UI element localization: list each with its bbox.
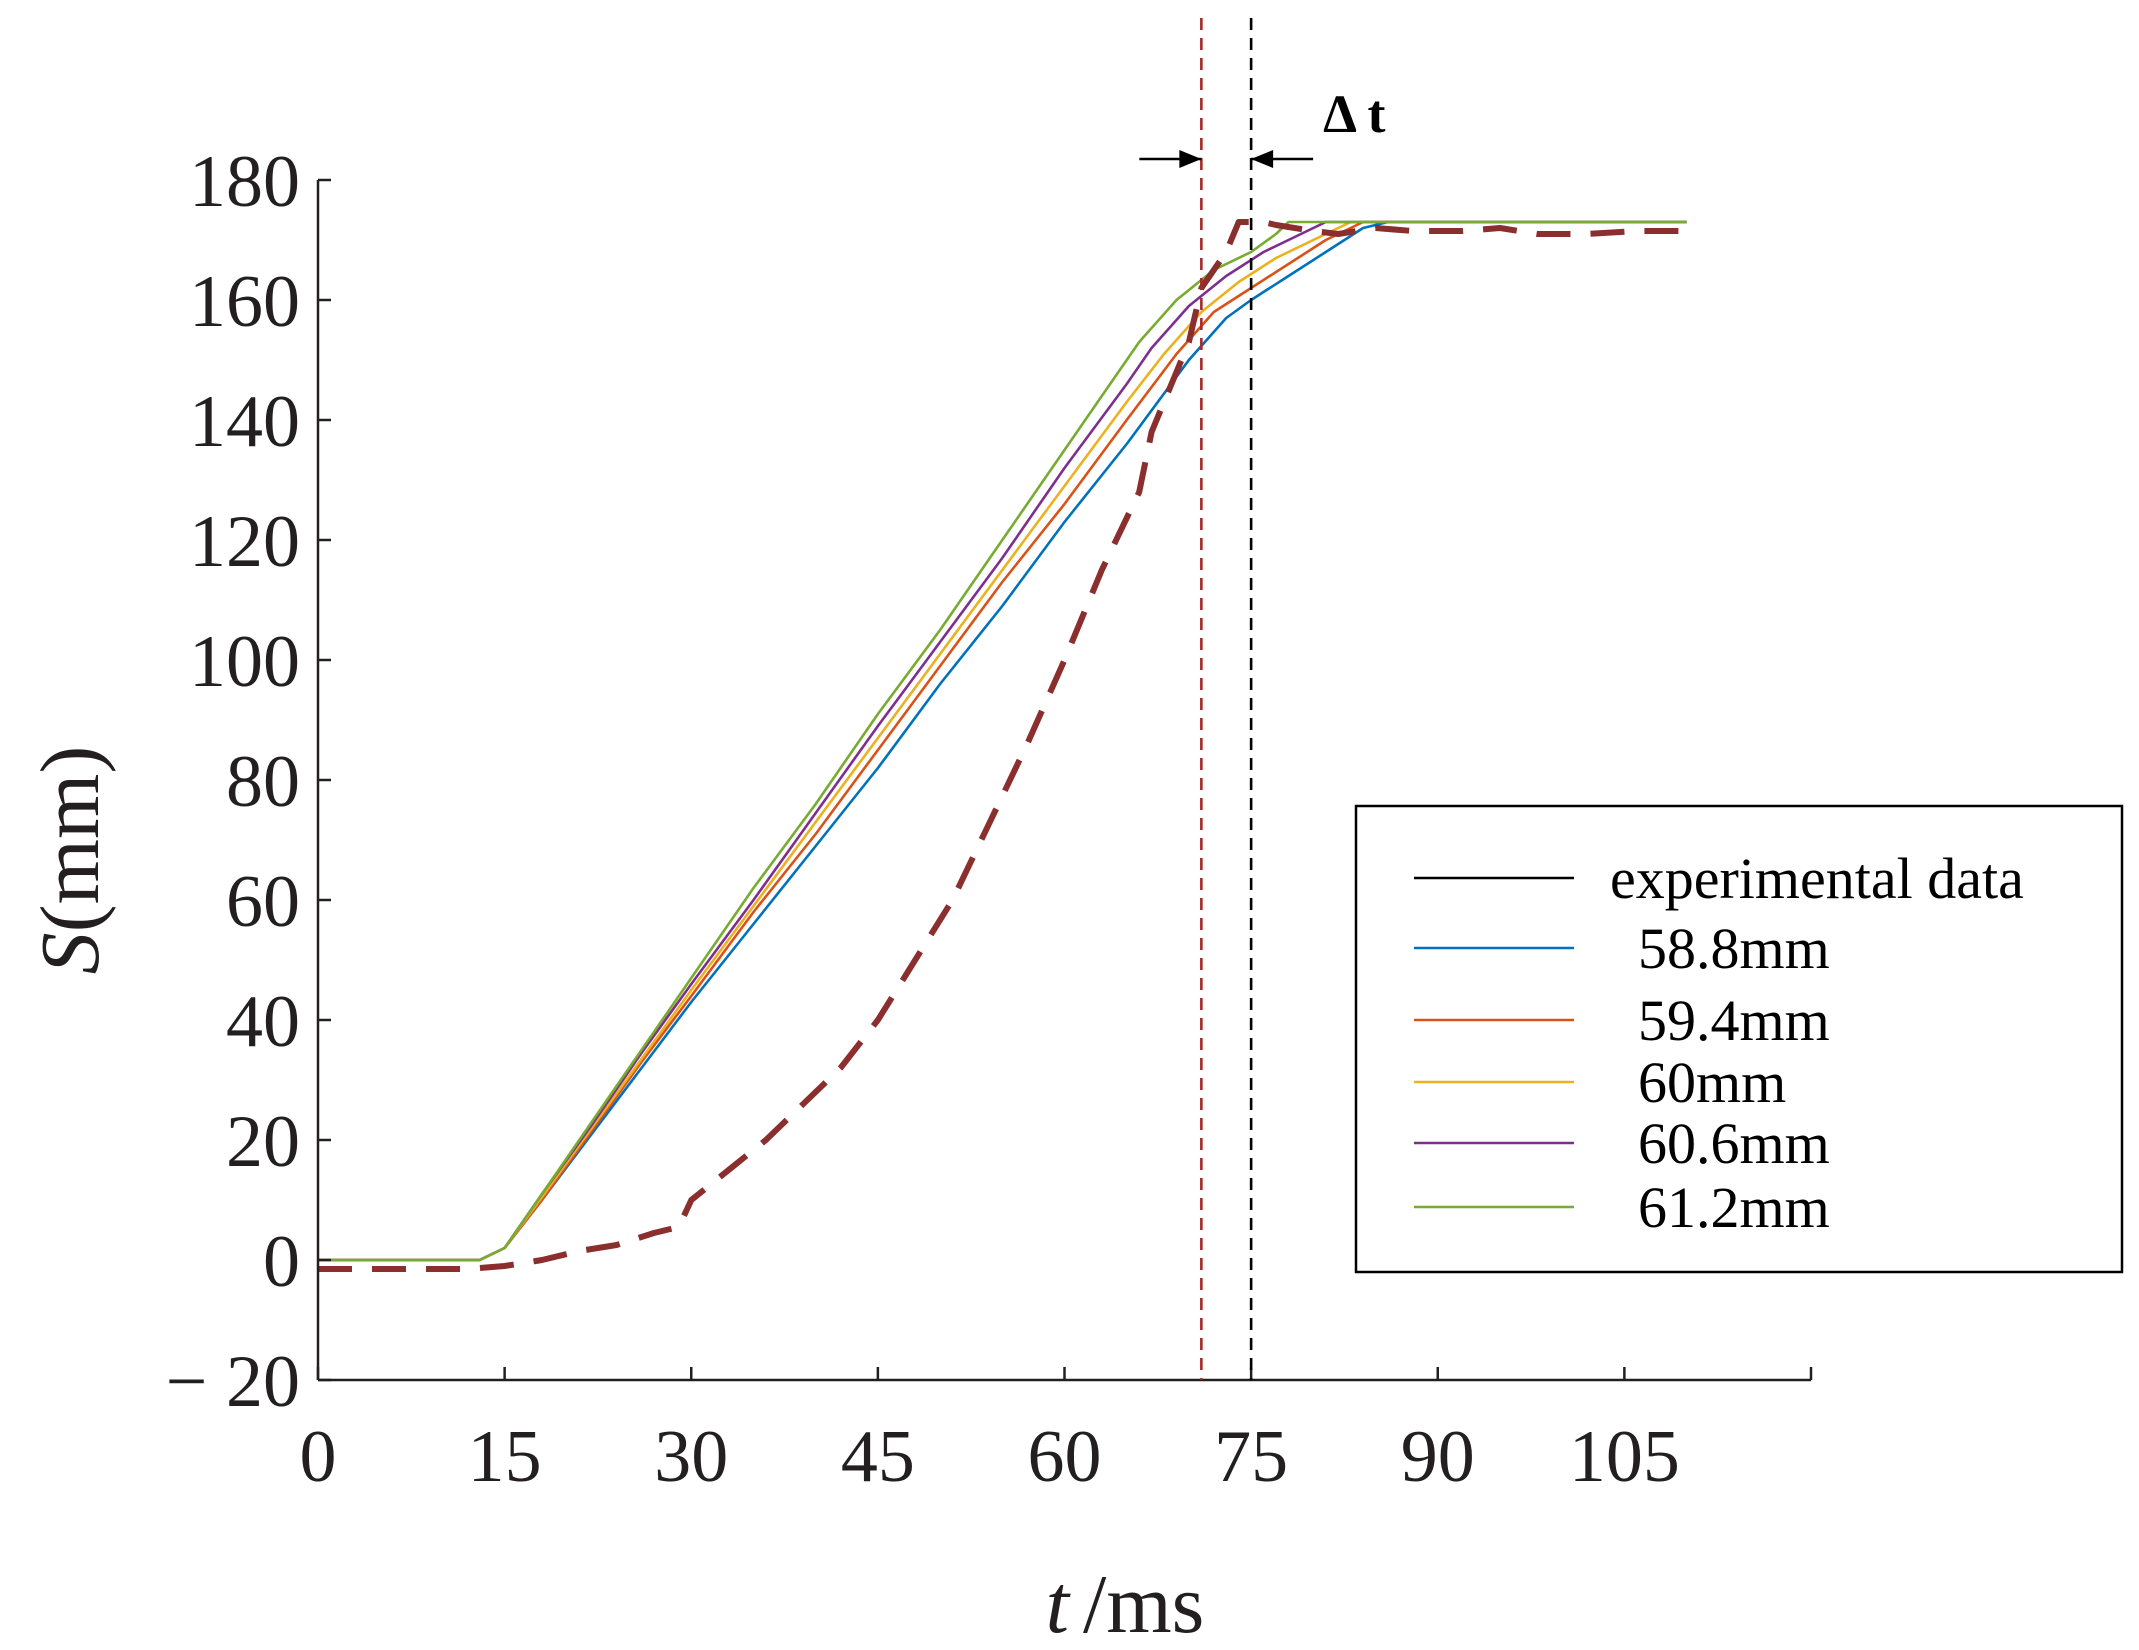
x-tick-label: 15 <box>468 1416 542 1498</box>
delta-t-label: Δ t <box>1323 84 1385 144</box>
delta-arrow-right-head <box>1251 150 1274 168</box>
delta-t-annotation: Δ t <box>1139 84 1386 168</box>
legend-label-0: experimental data <box>1610 846 2024 911</box>
y-axis-title: S(mm) <box>24 746 117 975</box>
y-tick-label: 80 <box>226 741 300 823</box>
y-tick-label: − 20 <box>166 1341 300 1423</box>
x-tick-label: 0 <box>300 1416 337 1498</box>
y-tick-label: 40 <box>226 981 300 1063</box>
x-tick-label: 45 <box>841 1416 915 1498</box>
reference-lines <box>1200 18 1253 1380</box>
series-line-5 <box>318 220 1687 1262</box>
y-tick-label: 20 <box>226 1101 300 1183</box>
x-tick-label: 75 <box>1214 1416 1288 1498</box>
x-axis-variable: t <box>1046 1558 1072 1650</box>
legend-label-5: 61.2mm <box>1638 1175 1830 1240</box>
y-tick-label: 160 <box>189 261 300 343</box>
y-tick-label: 120 <box>189 501 300 583</box>
x-axis-title: t/ms <box>1046 1558 1205 1650</box>
legend-label-4: 60.6mm <box>1638 1111 1830 1176</box>
legend-label-2: 59.4mm <box>1638 988 1830 1053</box>
delta-arrow-left-head <box>1179 150 1202 168</box>
y-tick-label: 0 <box>263 1221 300 1303</box>
y-tick-label: 140 <box>189 381 300 463</box>
legend-box <box>1354 804 2124 1274</box>
series-line-0 <box>318 219 1687 1272</box>
x-tick-label: 30 <box>654 1416 728 1498</box>
legend-label-1: 58.8mm <box>1638 916 1830 981</box>
y-axis-unit: (mm) <box>24 746 117 933</box>
plot-lines <box>318 219 1687 1272</box>
y-axis-variable: S <box>24 932 117 974</box>
x-axis-unit: /ms <box>1083 1558 1204 1650</box>
y-tick-label: 100 <box>189 621 300 703</box>
y-tick-label: 60 <box>226 861 300 943</box>
y-tick-label: 180 <box>189 141 300 223</box>
x-tick-label: 90 <box>1401 1416 1475 1498</box>
legend-label-3: 60mm <box>1638 1050 1786 1115</box>
x-tick-label: 105 <box>1569 1416 1680 1498</box>
x-tick-label: 60 <box>1028 1416 1102 1498</box>
